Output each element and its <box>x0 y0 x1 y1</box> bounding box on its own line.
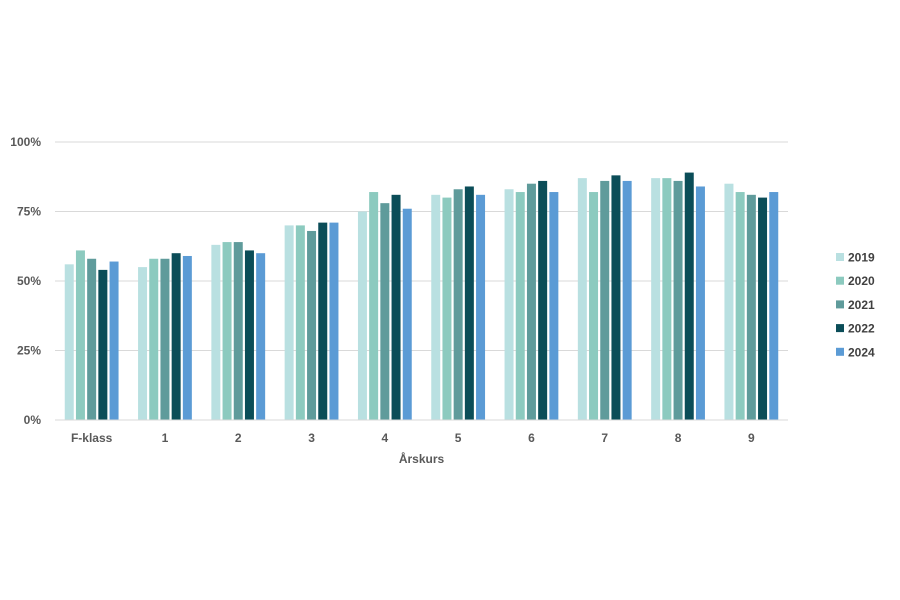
legend: 2019 2020 2021 2022 2024 <box>836 251 875 359</box>
bar-2021-5 <box>453 189 463 420</box>
bar-2021-8 <box>673 180 683 420</box>
bar-2019-F-klass <box>64 264 74 420</box>
bar-2021-9 <box>746 194 756 420</box>
x-tick-label-5: 5 <box>455 431 462 445</box>
x-tick-label-7: 7 <box>601 431 608 445</box>
legend-label-2020: 2020 <box>848 274 875 288</box>
y-tick-label-0: 0% <box>24 413 42 427</box>
legend-swatch-2022 <box>836 324 844 333</box>
bar-2022-5 <box>464 186 474 420</box>
bar-2022-F-klass <box>98 269 108 420</box>
y-tick-label-25: 25% <box>17 344 41 358</box>
bar-2020-1 <box>149 258 159 420</box>
bar-2020-F-klass <box>75 250 85 420</box>
bar-2020-8 <box>662 178 672 420</box>
bar-2020-7 <box>589 192 599 420</box>
bar-2019-1 <box>138 267 148 420</box>
bar-2020-9 <box>735 192 745 420</box>
bar-2019-7 <box>577 178 587 420</box>
bar-2019-2 <box>211 244 221 420</box>
bar-2021-2 <box>233 242 243 420</box>
bar-2024-5 <box>476 194 486 420</box>
bar-2024-8 <box>695 186 705 420</box>
bar-2019-9 <box>724 183 734 420</box>
legend-label-2024: 2024 <box>848 345 875 359</box>
bar-2022-3 <box>318 222 328 420</box>
x-tick-label-F-klass: F-klass <box>71 431 113 445</box>
x-tick-label-3: 3 <box>308 431 315 445</box>
x-tick-label-6: 6 <box>528 431 535 445</box>
legend-swatch-2020 <box>836 276 844 285</box>
bar-2024-9 <box>769 192 779 420</box>
bar-2020-3 <box>295 225 305 420</box>
bar-2019-3 <box>284 225 294 420</box>
x-tick-label-8: 8 <box>675 431 682 445</box>
bar-2021-6 <box>526 183 536 420</box>
bar-2020-4 <box>369 192 379 420</box>
bar-2024-6 <box>549 192 559 420</box>
legend-swatch-2024 <box>836 347 844 356</box>
x-tick-label-1: 1 <box>162 431 169 445</box>
x-axis-ticks: F-klass 1 2 3 4 5 6 7 8 9 <box>71 431 755 445</box>
bar-2022-4 <box>391 194 401 420</box>
bar-2022-2 <box>244 250 254 420</box>
bar-2024-2 <box>256 253 266 420</box>
bar-2024-4 <box>402 208 412 420</box>
bar-2020-6 <box>515 192 525 420</box>
bar-2021-3 <box>307 230 317 420</box>
x-tick-label-4: 4 <box>382 431 389 445</box>
bar-2022-1 <box>171 253 181 420</box>
x-axis-title: Årskurs <box>399 451 445 466</box>
legend-label-2019: 2019 <box>848 251 875 265</box>
bar-2022-6 <box>538 180 548 420</box>
bar-2021-4 <box>380 203 390 420</box>
bar-2022-8 <box>684 172 694 420</box>
y-tick-label-100: 100% <box>10 135 41 149</box>
bar-2019-8 <box>651 178 661 420</box>
bars <box>64 172 779 420</box>
y-axis-ticks: 0% 25% 50% 75% 100% <box>10 135 41 427</box>
bar-2019-6 <box>504 189 514 420</box>
bar-2024-3 <box>329 222 339 420</box>
bar-2021-7 <box>600 180 610 420</box>
bar-2021-F-klass <box>87 258 97 420</box>
bar-2019-4 <box>357 211 367 420</box>
y-tick-label-50: 50% <box>17 274 41 288</box>
x-tick-label-9: 9 <box>748 431 755 445</box>
bar-2024-1 <box>182 255 192 420</box>
bar-2022-7 <box>611 175 621 420</box>
legend-swatch-2019 <box>836 253 844 261</box>
bar-2024-7 <box>622 180 632 420</box>
bar-2021-1 <box>160 258 170 420</box>
x-tick-label-2: 2 <box>235 431 242 445</box>
bar-2022-9 <box>758 197 768 420</box>
legend-label-2022: 2022 <box>848 322 875 336</box>
y-tick-label-75: 75% <box>17 205 41 219</box>
bar-2020-2 <box>222 242 232 420</box>
legend-swatch-2021 <box>836 300 844 309</box>
bar-2019-5 <box>431 194 441 420</box>
bar-2024-F-klass <box>109 261 119 420</box>
legend-label-2021: 2021 <box>848 298 875 312</box>
bar-2020-5 <box>442 197 452 420</box>
